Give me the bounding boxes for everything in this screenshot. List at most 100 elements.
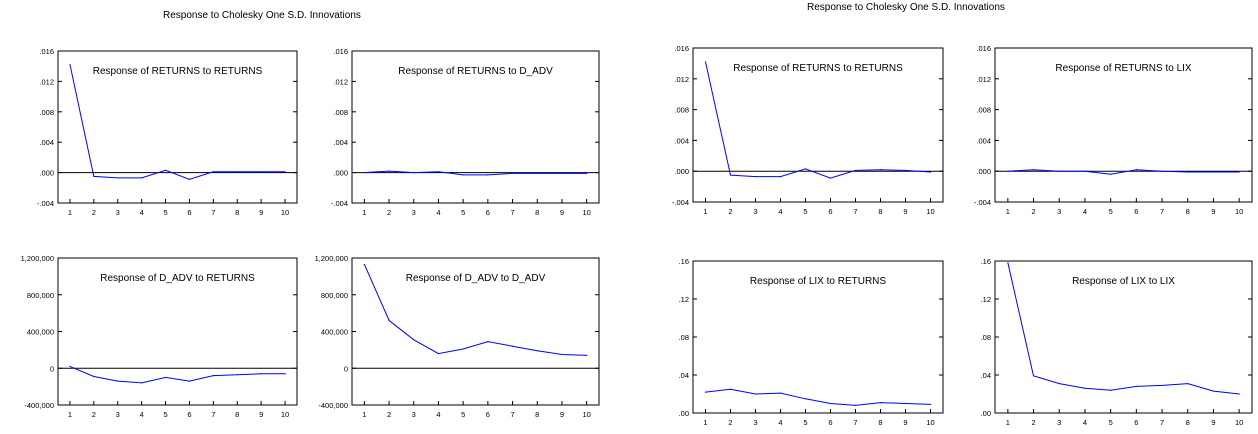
panel-title: Response of D_ADV to RETURNS (100, 273, 255, 284)
data-point (1212, 171, 1215, 173)
data-point (1110, 173, 1112, 175)
data-point (1084, 170, 1086, 172)
y-tick-label: .08 (679, 333, 689, 342)
x-tick-label: 8 (235, 208, 239, 217)
data-point (586, 354, 588, 356)
data-point (1238, 393, 1240, 395)
x-tick-label: 10 (281, 410, 289, 419)
x-tick-label: 9 (903, 207, 907, 216)
data-point (929, 403, 932, 406)
x-tick-label: 3 (116, 410, 120, 419)
y-tick-label: .012 (976, 75, 991, 84)
x-tick-label: 4 (778, 207, 782, 216)
data-point (1238, 171, 1240, 173)
y-tick-label: .012 (333, 77, 348, 86)
x-tick-label: 7 (853, 418, 857, 427)
x-tick-label: 2 (1031, 418, 1035, 427)
data-point (363, 172, 365, 174)
y-tick-label: .004 (674, 136, 689, 145)
plot-frame (994, 47, 1253, 203)
x-tick-label: 2 (387, 208, 391, 217)
data-point (511, 345, 514, 347)
data-point (829, 177, 832, 179)
data-point (188, 178, 191, 181)
y-tick-label: 1,200,000 (315, 254, 348, 263)
data-point (487, 341, 489, 343)
data-point (904, 402, 907, 405)
y-tick-label: .008 (333, 108, 348, 117)
y-tick-label: .004 (333, 138, 348, 147)
y-tick-label: .12 (981, 295, 991, 304)
data-point (69, 64, 71, 66)
data-point (236, 374, 238, 376)
plot-frame (351, 50, 600, 204)
x-tick-label: 2 (728, 207, 732, 216)
x-tick-label: 6 (1134, 418, 1138, 427)
panel-title: Response of RETURNS to RETURNS (93, 66, 263, 77)
x-tick-label: 3 (412, 208, 416, 217)
y-tick-label: 400,000 (27, 328, 54, 337)
y-tick-label: .008 (39, 108, 54, 117)
data-point (93, 175, 95, 177)
data-point (1058, 170, 1060, 172)
data-point (879, 169, 882, 171)
x-tick-label: 8 (1186, 207, 1190, 216)
data-point (536, 172, 538, 174)
y-tick-label: .008 (976, 106, 991, 115)
x-tick-label: 5 (803, 207, 807, 216)
data-point (511, 172, 514, 174)
data-point (141, 177, 143, 179)
data-point (1032, 169, 1035, 171)
data-point (729, 388, 732, 390)
x-tick-label: 7 (510, 410, 514, 419)
data-point (1007, 170, 1009, 172)
data-point (1187, 382, 1189, 385)
x-tick-label: 6 (486, 410, 490, 419)
data-point (1135, 385, 1137, 387)
data-point (1212, 390, 1215, 392)
data-point (829, 402, 832, 405)
data-point (462, 348, 464, 350)
panel-title: Response of RETURNS to RETURNS (733, 63, 903, 74)
x-tick-label: 8 (878, 207, 882, 216)
x-tick-label: 6 (1134, 207, 1138, 216)
response-line (363, 264, 587, 356)
data-point (804, 398, 807, 400)
x-tick-label: 10 (582, 208, 590, 217)
y-tick-label: -400,000 (24, 401, 54, 410)
data-point (284, 373, 286, 375)
data-point (437, 171, 440, 173)
x-tick-label: 4 (436, 208, 440, 217)
y-tick-label: 400,000 (321, 328, 348, 337)
data-point (236, 171, 238, 173)
y-tick-label: .012 (39, 77, 54, 86)
x-tick-label: 8 (235, 410, 239, 419)
y-tick-label: .004 (39, 138, 54, 147)
x-tick-label: 4 (778, 418, 782, 427)
data-point (1110, 389, 1112, 391)
x-tick-label: 10 (926, 418, 934, 427)
data-point (1161, 170, 1163, 172)
data-point (1058, 382, 1060, 385)
data-point (413, 339, 415, 341)
x-tick-label: 10 (1235, 207, 1243, 216)
y-tick-label: .004 (976, 136, 991, 145)
response-line (364, 170, 587, 176)
x-tick-label: 5 (1109, 207, 1113, 216)
x-tick-label: 10 (582, 410, 590, 419)
x-tick-label: 3 (412, 410, 416, 419)
data-point (388, 319, 390, 322)
y-tick-label: .016 (976, 44, 991, 53)
data-point (879, 401, 882, 404)
x-tick-label: 4 (140, 410, 144, 419)
x-tick-label: 2 (1031, 207, 1035, 216)
y-tick-label: 800,000 (321, 291, 348, 300)
figure-title-left: Response to Cholesky One S.D. Innovation… (163, 10, 361, 21)
panel-title: Response of D_ADV to D_ADV (406, 273, 546, 284)
x-tick-label: 6 (187, 208, 191, 217)
data-point (536, 350, 538, 352)
figure-title-right: Response to Cholesky One S.D. Innovation… (807, 2, 1005, 13)
y-tick-label: .016 (674, 44, 689, 53)
